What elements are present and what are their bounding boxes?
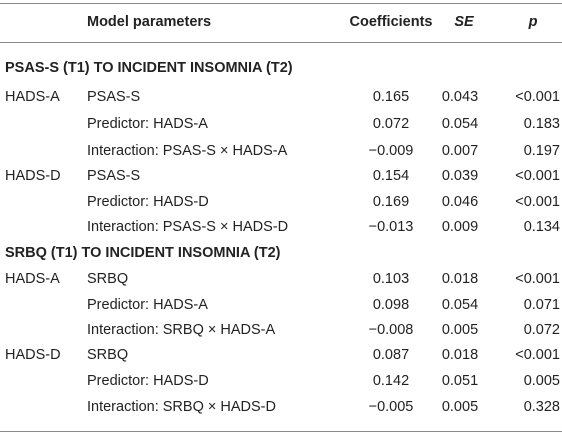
row-param: PSAS-S: [87, 89, 141, 105]
row-se: 0.005: [441, 399, 479, 415]
row-param: Interaction: PSAS-S × HADS-A: [87, 143, 288, 159]
row-group: HADS-D: [5, 168, 61, 184]
row-param: SRBQ: [87, 271, 129, 287]
row-coef: −0.005: [368, 399, 414, 415]
header-rule: [0, 42, 562, 43]
row-se: 0.018: [441, 347, 479, 363]
row-coef: −0.008: [368, 322, 414, 338]
row-p: <0.001: [515, 347, 560, 363]
row-p: 0.071: [523, 297, 560, 313]
row-se: 0.007: [441, 143, 479, 159]
row-param: Predictor: HADS-A: [87, 116, 208, 132]
row-group: HADS-A: [5, 271, 60, 287]
row-p: 0.134: [523, 219, 560, 235]
row-p: <0.001: [515, 89, 560, 105]
header-coefficients: Coefficients: [349, 14, 433, 30]
header-p: p: [528, 14, 538, 30]
row-se: 0.005: [441, 322, 479, 338]
row-se: 0.043: [441, 89, 479, 105]
section-title: SRBQ (T1) TO INCIDENT INSOMNIA (T2): [5, 245, 281, 261]
row-se: 0.051: [441, 373, 479, 389]
row-param: Predictor: HADS-A: [87, 297, 208, 313]
section-title: PSAS-S (T1) TO INCIDENT INSOMNIA (T2): [5, 60, 293, 76]
row-p: 0.183: [523, 116, 560, 132]
row-group: HADS-A: [5, 89, 60, 105]
row-coef: −0.013: [368, 219, 414, 235]
row-param: PSAS-S: [87, 168, 141, 184]
row-coef: −0.009: [368, 143, 414, 159]
row-p: 0.197: [523, 143, 560, 159]
table-top-rule: [0, 3, 562, 4]
row-se: 0.009: [441, 219, 479, 235]
row-p: <0.001: [515, 271, 560, 287]
row-se: 0.039: [441, 168, 479, 184]
row-param: SRBQ: [87, 347, 129, 363]
row-se: 0.046: [441, 194, 479, 210]
row-coef: 0.142: [372, 373, 410, 389]
row-coef: 0.072: [372, 116, 410, 132]
row-se: 0.054: [441, 297, 479, 313]
row-se: 0.054: [441, 116, 479, 132]
row-coef: 0.103: [372, 271, 410, 287]
table-bottom-rule: [0, 431, 562, 432]
row-param: Interaction: PSAS-S × HADS-D: [87, 219, 289, 235]
row-p: 0.328: [523, 399, 560, 415]
row-coef: 0.165: [372, 89, 410, 105]
row-param: Interaction: SRBQ × HADS-A: [87, 322, 276, 338]
row-p: <0.001: [515, 194, 560, 210]
row-param: Interaction: SRBQ × HADS-D: [87, 399, 276, 415]
row-p: <0.001: [515, 168, 560, 184]
header-se: SE: [454, 14, 474, 30]
header-model-parameters: Model parameters: [87, 14, 212, 30]
row-p: 0.005: [523, 373, 560, 389]
row-p: 0.072: [523, 322, 560, 338]
row-coef: 0.087: [372, 347, 410, 363]
row-group: HADS-D: [5, 347, 61, 363]
row-coef: 0.154: [372, 168, 410, 184]
row-coef: 0.169: [372, 194, 410, 210]
row-coef: 0.098: [372, 297, 410, 313]
row-param: Predictor: HADS-D: [87, 373, 209, 389]
row-param: Predictor: HADS-D: [87, 194, 209, 210]
row-se: 0.018: [441, 271, 479, 287]
